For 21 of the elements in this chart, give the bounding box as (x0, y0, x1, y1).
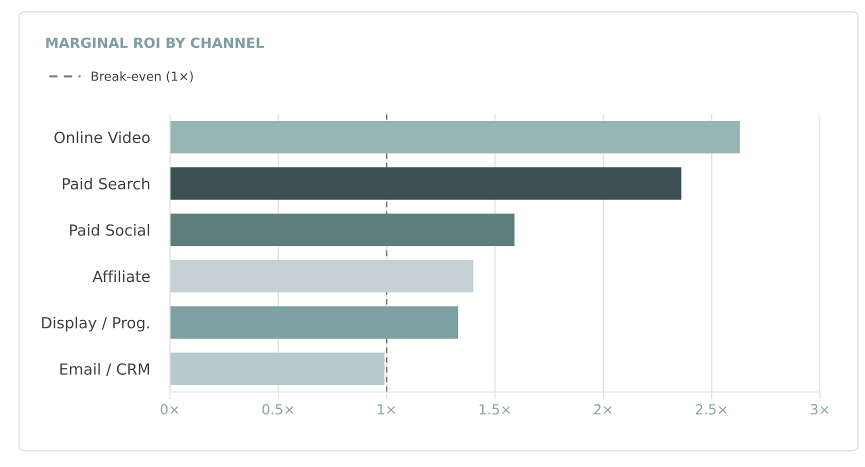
x-tick-label: 3× (810, 404, 828, 415)
y-tick-label: Paid Social (70, 224, 150, 236)
x-tick-label: 1.5× (480, 404, 510, 415)
bar (170, 167, 682, 200)
y-tick-label: Affiliate (92, 270, 150, 282)
y-tick-label: Email / CRM (60, 363, 150, 376)
bar (170, 214, 514, 246)
y-tick-label: Display / Prog. (42, 316, 149, 332)
y-tick-label: Paid Search (62, 178, 150, 190)
legend-label: Break-even (1×) (92, 71, 193, 82)
x-tick-label: 1× (378, 404, 396, 414)
x-tick-label: 2× (594, 404, 612, 414)
bar (170, 260, 474, 292)
y-tick-label: Online Video (54, 131, 150, 144)
bar (170, 120, 740, 154)
bar (170, 352, 384, 386)
bar (170, 306, 458, 339)
chart-title: MARGINAL ROI BY CHANNEL (46, 38, 264, 48)
x-tick-label: 0.5× (262, 404, 294, 415)
x-tick-label: 2.5× (696, 404, 727, 415)
x-tick-label: 0× (160, 404, 178, 415)
